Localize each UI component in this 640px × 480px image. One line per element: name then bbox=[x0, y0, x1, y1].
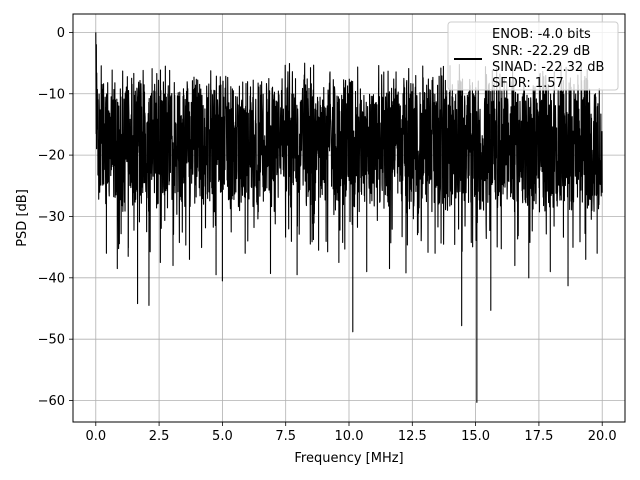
legend-line-snr: SNR: -22.29 dB bbox=[492, 44, 590, 59]
y-tick-label: −30 bbox=[38, 210, 65, 225]
y-tick-label: 0 bbox=[57, 26, 65, 41]
series-line bbox=[95, 32, 603, 403]
y-tick-label: −60 bbox=[38, 394, 65, 409]
x-ticks: 0.0 2.5 5.0 7.5 10.0 12.5 15.0 17.5 20.0 bbox=[85, 422, 617, 444]
series-layer bbox=[95, 32, 603, 403]
x-tick-label: 7.5 bbox=[275, 429, 296, 444]
plot-frame bbox=[72, 13, 626, 423]
x-tick-label: 0.0 bbox=[85, 429, 106, 444]
legend-line-sinad: SINAD: -22.32 dB bbox=[492, 60, 604, 75]
y-axis-label: PSD [dB] bbox=[15, 189, 30, 247]
legend: ENOB: -4.0 bits SNR: -22.29 dB SINAD: -2… bbox=[447, 21, 619, 91]
y-tick-label: −50 bbox=[38, 333, 65, 348]
x-tick-label: 5.0 bbox=[212, 429, 233, 444]
x-axis-label: Frequency [MHz] bbox=[294, 451, 403, 466]
y-ticks: 0 −10 −20 −30 −40 −50 −60 bbox=[38, 26, 73, 409]
legend-line-sfdr: SFDR: 1.57 bbox=[492, 76, 564, 91]
y-tick-label: −10 bbox=[38, 87, 65, 102]
x-tick-label: 2.5 bbox=[149, 429, 170, 444]
x-tick-label: 17.5 bbox=[524, 429, 553, 444]
x-tick-label: 10.0 bbox=[335, 429, 364, 444]
x-tick-label: 15.0 bbox=[461, 429, 490, 444]
x-tick-label: 12.5 bbox=[398, 429, 427, 444]
x-tick-label: 20.0 bbox=[588, 429, 617, 444]
legend-box bbox=[447, 21, 619, 91]
legend-line-enob: ENOB: -4.0 bits bbox=[492, 27, 591, 42]
y-tick-label: −20 bbox=[38, 149, 65, 164]
y-tick-label: −40 bbox=[38, 271, 65, 286]
